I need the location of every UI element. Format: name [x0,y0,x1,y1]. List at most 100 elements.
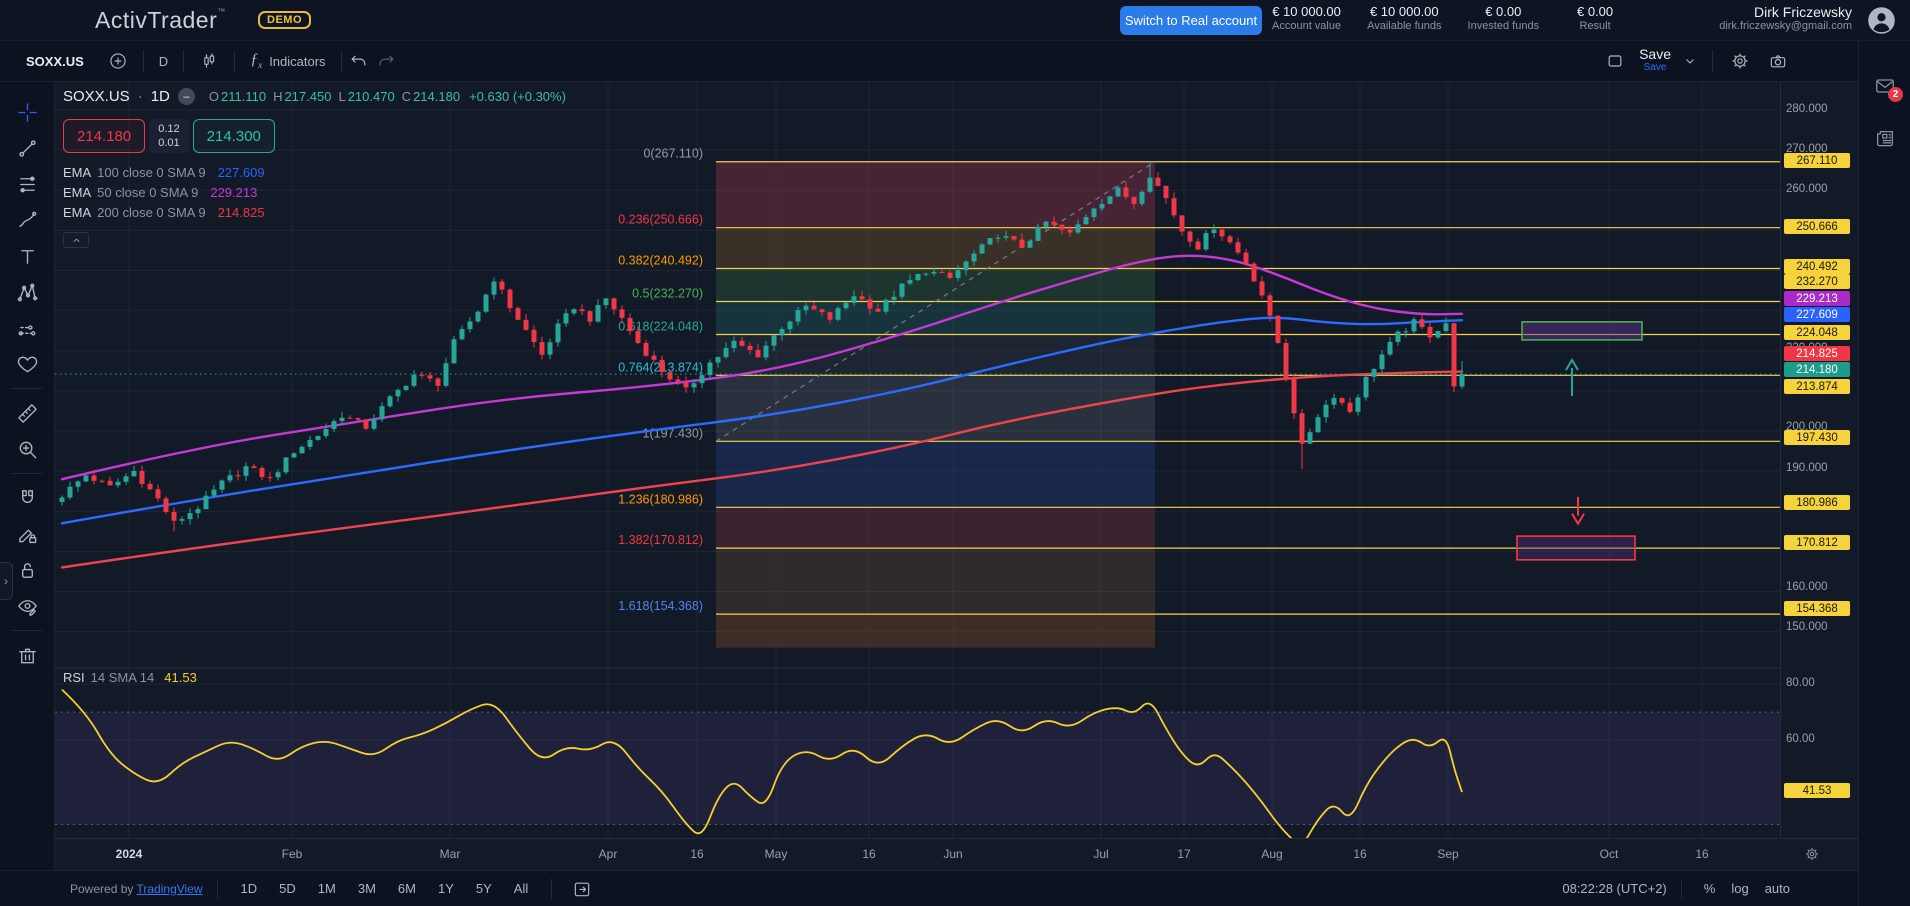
forecast-tool[interactable] [8,310,46,346]
indicator-row[interactable]: EMA 100 close 0 SMA 9 227.609 [63,162,566,182]
indicator-row[interactable]: EMA 50 close 0 SMA 9 229.213 [63,182,566,202]
sell-zone-rectangle[interactable] [1516,535,1636,561]
news-icon [1877,130,1893,147]
scale-button-log[interactable]: log [1731,881,1749,896]
fib-retracement-tool[interactable] [8,166,46,202]
screenshot-button[interactable] [1764,47,1792,75]
trend-line-tool[interactable] [8,130,46,166]
remove-drawings-tool[interactable] [8,637,46,673]
undo-icon [351,55,366,65]
forecast-icon [18,324,35,335]
ema-200-line[interactable] [60,370,1464,569]
stat-label: Result [1579,20,1611,32]
indicators-button[interactable]: ƒx Indicators [250,51,326,71]
time-tick-label: Oct [1599,847,1619,861]
emoji-tool[interactable] [8,346,46,382]
time-tick-label: 16 [690,847,704,861]
chevron-down-icon [1686,59,1694,64]
xabcd-pattern-tool[interactable] [8,274,46,310]
buy-button[interactable]: 214.300 [192,119,275,153]
symbol-button[interactable]: SOXX.US [26,53,84,69]
fib-level-label: 1.382(170.812) [618,533,703,547]
chart-style-button[interactable] [187,47,231,75]
range-button-5d[interactable]: 5D [279,881,296,896]
ema-100-line[interactable] [60,316,1464,525]
down-arrow-drawing[interactable] [1571,496,1585,526]
range-button-3m[interactable]: 3M [357,881,376,896]
save-layout-button[interactable]: Save Save [1639,46,1671,73]
time-axis[interactable]: 2024 Feb Mar Apr 16 May 16 Jun Jul 17 Aug 16 Sep Oct 1… [55,838,1858,870]
zoom-in-icon [19,441,36,458]
time-tick-label: 16 [1353,847,1367,861]
trade-buttons: 214.180 0.12 0.01 214.300 [63,119,566,153]
stat-value: € 10 000.00 [1369,4,1439,19]
time-axis-settings-button[interactable] [1804,846,1820,867]
buy-zone-rectangle[interactable] [1521,321,1643,341]
lock-all-tool[interactable] [8,552,46,588]
user-info[interactable]: Dirk Friczewsky dirk.friczewsky@gmail.co… [1719,4,1852,32]
range-button-all[interactable]: All [513,881,529,896]
time-tick-label: 17 [1177,847,1191,861]
crosshair-tool[interactable] [8,94,46,130]
tradingview-link[interactable]: TradingView [136,881,203,896]
market-status-icon[interactable]: – [177,88,195,105]
indicator-value: 227.609 [217,164,265,180]
magnet-tool[interactable] [8,480,46,516]
indicator-row[interactable]: EMA 200 close 0 SMA 9 214.825 [63,202,566,222]
crosshair-icon [17,102,37,122]
legend-collapse-button[interactable] [63,232,89,248]
trademark: ™ [217,7,226,16]
price-axis[interactable]: 280.000 270.000 267.110 260.000 250.666 240.4… [1780,82,1858,838]
range-button-6m[interactable]: 6M [397,881,416,896]
trend-line-icon [18,139,36,157]
scale-button-auto[interactable]: auto [1764,881,1790,896]
stat-value: € 0.00 [1577,4,1614,19]
avatar[interactable] [1867,6,1896,35]
multichart-layout-button[interactable] [1601,47,1629,75]
rsi-line[interactable] [61,688,1463,838]
chart-settings-button[interactable] [1726,47,1754,75]
brush-tool[interactable] [8,202,46,238]
text-tool[interactable] [8,238,46,274]
indicator-name: EMA [63,204,92,220]
watchlist-expander[interactable]: › [0,562,13,600]
messages-button[interactable]: 2 [1859,66,1910,106]
stat-value: € 0.00 [1485,4,1522,19]
legend-symbol[interactable]: SOXX.US [63,88,130,105]
draw-lock-tool[interactable] [8,516,46,552]
sell-button[interactable]: 214.180 [63,119,146,153]
hide-drawings-tool[interactable] [8,588,46,624]
fib-band [716,441,1155,508]
ruler-tool[interactable] [8,395,46,431]
ema-50-line[interactable] [60,254,1464,481]
switch-to-real-button[interactable]: Switch to Real account [1120,6,1262,35]
timeframe-button[interactable]: D [158,53,169,69]
save-menu-chevron[interactable] [1681,47,1699,75]
chart-canvas[interactable]: 0(267.110) 0.236(250.666) 0.382(240.492) 0.… [55,82,1780,838]
fib-retracement-icon [19,176,35,192]
fib-trendline[interactable] [715,161,1156,442]
news-button[interactable] [1859,118,1910,158]
fib-band [716,507,1155,549]
scale-button-%[interactable]: % [1703,881,1716,896]
range-button-1y[interactable]: 1Y [437,881,454,896]
axis-price-badge: 213.874 [1784,379,1850,394]
range-button-1m[interactable]: 1M [317,881,336,896]
up-arrow-drawing[interactable] [1565,358,1579,397]
tools-divider [12,473,42,474]
zoom-in-tool[interactable] [8,431,46,467]
range-button-1d[interactable]: 1D [240,881,258,896]
demo-badge: DEMO [258,11,311,29]
range-button-5y[interactable]: 5Y [475,881,492,896]
indicator-params: 50 close 0 SMA 9 [97,184,199,200]
rsi-legend[interactable]: RSI 14 SMA 14 41.53 [63,670,197,685]
session-clock[interactable]: 08:22:28 (UTC+2) [1562,881,1667,896]
compare-add-button[interactable] [96,47,140,75]
undo-button[interactable] [345,47,373,75]
go-to-date-button[interactable] [572,879,592,899]
legend-timeframe[interactable]: 1D [150,88,170,105]
account-stats: € 10 000.00 Account value € 10 000.00 Avail… [1272,4,1625,32]
redo-button[interactable] [373,47,401,75]
indicator-value: 229.213 [210,184,258,200]
right-sidebar: 2 [1858,41,1910,906]
